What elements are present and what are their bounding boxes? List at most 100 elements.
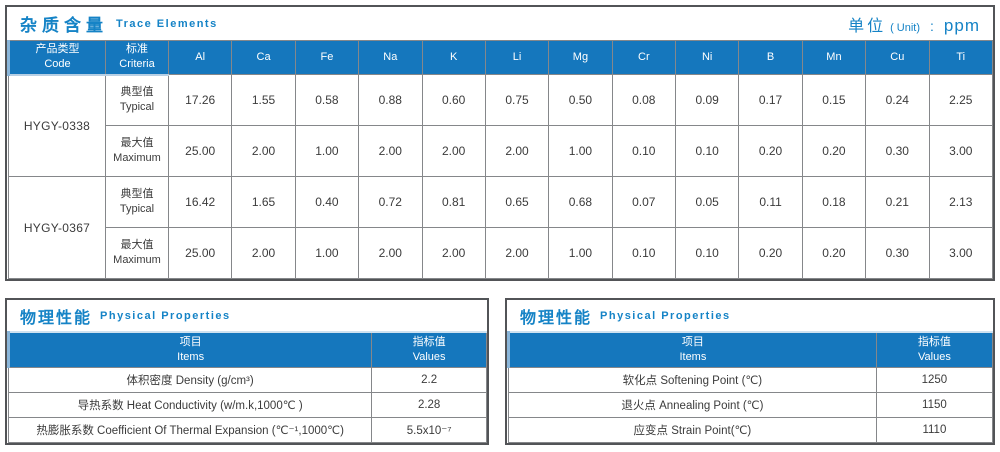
- value-cell: 0.30: [865, 125, 930, 177]
- physical-left-titlebar: 物理性能 Physical Properties: [7, 300, 487, 331]
- value-cell: 2.00: [484, 227, 550, 279]
- column-header-element: B: [738, 40, 803, 75]
- table-row: HYGY-0338 典型值 Typical 17.26 1.55 0.58 0.…: [8, 74, 993, 177]
- table-row: HYGY-0367 典型值 Typical 16.42 1.65 0.40 0.…: [8, 176, 993, 279]
- column-header-element: Li: [484, 40, 550, 75]
- unit-zh: 单位: [848, 17, 887, 35]
- physical-right-titlebar: 物理性能 Physical Properties: [507, 300, 993, 331]
- value-cell: 2.28: [371, 391, 487, 418]
- value-cell: 25.00: [167, 227, 233, 279]
- value-cell: 0.15: [801, 74, 867, 126]
- value-cell: 0.88: [358, 74, 423, 126]
- value-cell: 1.00: [548, 125, 613, 177]
- value-cell: 1150: [875, 391, 994, 418]
- item-cell: 软化点 Softening Point (℃): [508, 366, 877, 393]
- column-header-items-zh: 项目: [681, 335, 704, 348]
- column-header-element: Ti: [928, 40, 993, 75]
- section-title-en: Physical Properties: [600, 309, 731, 322]
- value-cell: 0.07: [611, 176, 677, 228]
- physical-properties-section-left: 物理性能 Physical Properties 项目 Items 指标值 Va…: [5, 298, 489, 445]
- value-cell: 3.00: [928, 125, 993, 177]
- value-cell: 0.50: [548, 74, 613, 126]
- criteria-zh: 最大值: [120, 238, 154, 251]
- column-header-values-zh: 指标值: [917, 335, 951, 348]
- value-cell: 0.24: [865, 74, 930, 126]
- column-header-element: Mn: [801, 40, 867, 75]
- value-cell: 1.65: [231, 176, 296, 228]
- criteria-en: Typical: [119, 203, 155, 215]
- section-title-zh: 物理性能: [20, 309, 93, 327]
- criteria-en: Typical: [119, 101, 155, 114]
- value-cell: 0.40: [294, 176, 360, 228]
- column-header-element: Na: [358, 40, 423, 75]
- value-cell: 0.20: [738, 227, 803, 279]
- column-header-values-zh: 指标值: [412, 335, 446, 348]
- value-cell: 1110: [875, 416, 994, 443]
- value-cell: 2.13: [928, 176, 993, 228]
- value-cell: 2.00: [421, 227, 486, 279]
- value-cell: 0.10: [674, 227, 740, 279]
- value-cell: 2.25: [928, 74, 993, 126]
- value-cell: 0.05: [674, 176, 740, 228]
- value-cell: 0.72: [358, 176, 423, 228]
- column-header-element: Mg: [548, 40, 613, 75]
- value-cell: 0.10: [611, 125, 677, 177]
- column-header-code: 产品类型 Code: [7, 40, 106, 76]
- criteria-cell: 典型值 Typical: [105, 74, 169, 126]
- column-header-element: Cr: [611, 40, 677, 75]
- table-row: 退火点 Annealing Point (℃) 1150: [508, 391, 994, 418]
- item-cell: 热膨胀系数 Coefficient Of Thermal Expansion (…: [7, 416, 373, 443]
- criteria-cell: 典型值 Typical: [105, 176, 169, 228]
- criteria-zh: 典型值: [120, 85, 154, 98]
- value-cell: 0.17: [738, 74, 803, 126]
- table-row: 热膨胀系数 Coefficient Of Thermal Expansion (…: [7, 416, 487, 443]
- value-cell: 2.00: [484, 125, 550, 177]
- value-cell: 1.00: [548, 227, 613, 279]
- value-cell: 0.18: [801, 176, 867, 228]
- value-cell: 2.00: [231, 227, 296, 279]
- unit-label: 单位 ( Unit) : ppm: [848, 12, 980, 36]
- value-cell: 2.00: [358, 125, 423, 177]
- code-cell: HYGY-0338: [8, 74, 106, 177]
- value-cell: 0.81: [421, 176, 486, 228]
- table-row: 体积密度 Density (g/cm³) 2.2: [7, 366, 487, 393]
- physical-properties-row: 物理性能 Physical Properties 项目 Items 指标值 Va…: [5, 298, 995, 445]
- value-cell: 2.00: [358, 227, 423, 279]
- value-cell: 25.00: [167, 125, 233, 177]
- value-cell: 0.21: [865, 176, 930, 228]
- table-row: 最大值 Maximum 25.00 2.00 1.00 2.00 2.00 2.…: [9, 227, 993, 279]
- value-cell: 0.65: [484, 176, 550, 228]
- value-cell: 1.00: [294, 125, 360, 177]
- value-cell: 1.55: [231, 74, 296, 126]
- column-header-values: 指标值 Values: [875, 331, 994, 368]
- table-row: 最大值 Maximum 25.00 2.00 1.00 2.00 2.00 2.…: [9, 125, 993, 177]
- criteria-zh: 最大值: [120, 136, 154, 149]
- column-header-criteria: 标准 Criteria: [105, 40, 169, 76]
- column-header-element: Ca: [231, 40, 296, 75]
- item-cell: 体积密度 Density (g/cm³): [7, 366, 373, 393]
- code-cell: HYGY-0367: [8, 176, 106, 279]
- column-header-items-en: Items: [679, 350, 707, 363]
- value-cell: 0.10: [611, 227, 677, 279]
- value-cell: 0.60: [421, 74, 486, 126]
- column-header-element: K: [421, 40, 486, 75]
- trace-elements-table: 产品类型 Code 标准 Criteria Al Ca Fe Na K Li M…: [7, 40, 993, 279]
- column-header-criteria-en: Criteria: [119, 58, 155, 71]
- physical-header-row: 项目 Items 指标值 Values: [6, 331, 487, 368]
- column-header-element: Cu: [865, 40, 930, 75]
- unit-colon: :: [930, 17, 934, 34]
- section-title-en: Physical Properties: [100, 309, 231, 322]
- column-header-items-zh: 项目: [179, 335, 202, 348]
- column-header-element: Ni: [674, 40, 740, 75]
- physical-properties-table-left: 项目 Items 指标值 Values 体积密度 Density (g/cm³)…: [6, 331, 487, 443]
- physical-header-row: 项目 Items 指标值 Values: [507, 331, 994, 368]
- value-cell: 17.26: [167, 74, 233, 126]
- criteria-cell: 最大值 Maximum: [105, 227, 169, 279]
- value-cell: 1250: [875, 366, 994, 393]
- column-header-items-en: Items: [177, 350, 205, 363]
- value-cell: 0.10: [674, 125, 740, 177]
- criteria-cell: 最大值 Maximum: [105, 125, 169, 177]
- column-header-values-en: Values: [918, 350, 951, 363]
- column-header-values: 指标值 Values: [371, 331, 487, 368]
